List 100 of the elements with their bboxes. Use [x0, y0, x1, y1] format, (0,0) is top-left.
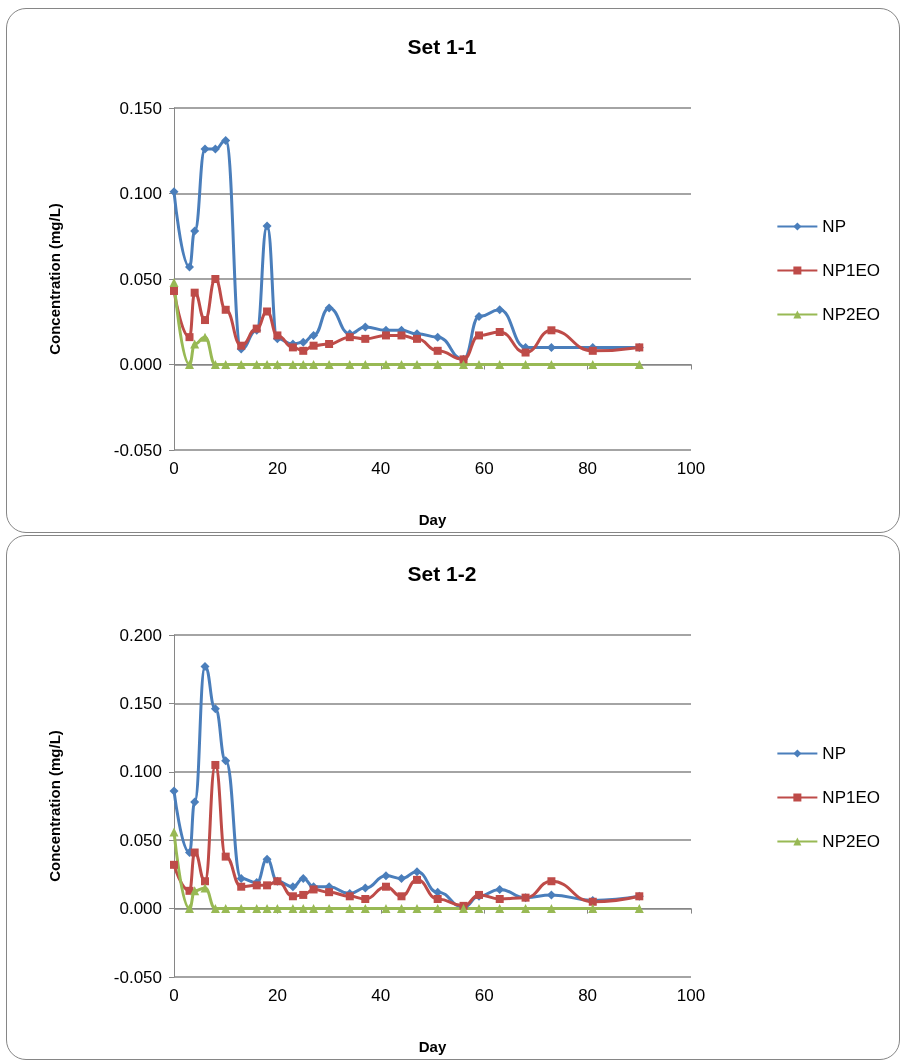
- point: [190, 288, 199, 297]
- point: [211, 760, 220, 769]
- point: [521, 904, 531, 914]
- point: [324, 904, 334, 914]
- x-tick-label: 20: [267, 459, 287, 478]
- point: [237, 882, 246, 891]
- chart-title: Set 1-2: [407, 562, 477, 585]
- x-tick-label: 60: [474, 986, 494, 1005]
- point: [495, 895, 504, 904]
- point: [288, 904, 298, 914]
- point: [360, 883, 370, 893]
- point: [299, 346, 308, 355]
- point: [185, 360, 195, 369]
- point: [288, 343, 297, 352]
- y-axis-title: Concentration (mg/L): [46, 203, 63, 355]
- point: [185, 333, 194, 342]
- point: [272, 904, 282, 914]
- point: [324, 360, 334, 369]
- point: [262, 904, 272, 914]
- point: [309, 330, 319, 340]
- point: [433, 360, 443, 369]
- point: [298, 360, 308, 369]
- point: [298, 874, 308, 883]
- point: [546, 904, 556, 914]
- point: [433, 895, 442, 904]
- point: [190, 797, 200, 807]
- point: [474, 904, 484, 914]
- point: [475, 331, 484, 340]
- y-tick-label: 0.150: [119, 693, 162, 713]
- point: [169, 827, 179, 837]
- x-tick-label: 0: [169, 986, 179, 1005]
- point: [433, 332, 443, 342]
- point: [495, 305, 505, 315]
- y-tick-label: 0.050: [119, 830, 162, 850]
- point: [299, 890, 308, 899]
- x-tick-label: 40: [371, 986, 391, 1005]
- x-tick-label: 20: [267, 986, 287, 1005]
- point: [325, 339, 334, 348]
- point: [381, 871, 391, 881]
- point: [412, 334, 421, 343]
- point: [381, 904, 391, 914]
- point: [262, 221, 272, 231]
- point: [190, 848, 199, 857]
- point: [459, 360, 469, 369]
- point: [221, 756, 231, 766]
- point: [495, 328, 504, 337]
- point: [396, 874, 406, 883]
- x-tick-label: 80: [578, 986, 598, 1005]
- point: [412, 360, 422, 369]
- point: [200, 144, 210, 154]
- point: [324, 303, 334, 313]
- point: [288, 882, 298, 892]
- point: [547, 326, 556, 335]
- chart-title: Set 1-1: [407, 35, 477, 58]
- point: [521, 348, 530, 357]
- point: [273, 331, 282, 340]
- point: [288, 892, 297, 901]
- point: [210, 904, 220, 914]
- point: [412, 904, 422, 914]
- point: [309, 904, 319, 914]
- legend-label: NP: [822, 744, 846, 763]
- y-axis-title: Concentration (mg/L): [46, 730, 63, 882]
- point: [200, 332, 210, 342]
- point: [185, 904, 195, 914]
- point: [412, 867, 422, 877]
- legend-label: NP1EO: [822, 788, 881, 807]
- y-tick-label: 0.050: [119, 269, 162, 289]
- y-tick-label: 0.150: [119, 98, 162, 118]
- y-tick-label: 0.000: [119, 899, 162, 919]
- point: [433, 346, 442, 355]
- point: [547, 877, 556, 886]
- x-axis-title: Day: [418, 511, 447, 528]
- point: [474, 360, 484, 369]
- point: [170, 286, 178, 295]
- x-tick-label: 60: [474, 459, 494, 478]
- point: [309, 360, 319, 369]
- point: [201, 877, 210, 886]
- x-tick-label: 80: [578, 459, 598, 478]
- legend-label: NP2EO: [822, 832, 881, 851]
- point: [298, 337, 308, 347]
- point: [221, 360, 231, 369]
- point: [325, 888, 334, 897]
- point: [634, 904, 644, 914]
- point: [221, 305, 230, 314]
- x-tick-label: 100: [676, 459, 706, 478]
- point: [361, 895, 370, 904]
- point: [262, 854, 272, 864]
- x-tick-label: 40: [371, 459, 391, 478]
- point: [200, 661, 210, 671]
- point: [433, 904, 443, 914]
- y-tick-label: -0.050: [113, 440, 162, 460]
- x-axis-title: Day: [418, 1038, 447, 1055]
- point: [588, 360, 598, 369]
- point: [211, 275, 220, 283]
- point: [412, 875, 421, 884]
- point: [236, 360, 246, 369]
- x-tick-label: 100: [676, 986, 706, 1005]
- point: [546, 360, 556, 369]
- point: [221, 135, 231, 145]
- y-tick-label: -0.050: [113, 967, 162, 987]
